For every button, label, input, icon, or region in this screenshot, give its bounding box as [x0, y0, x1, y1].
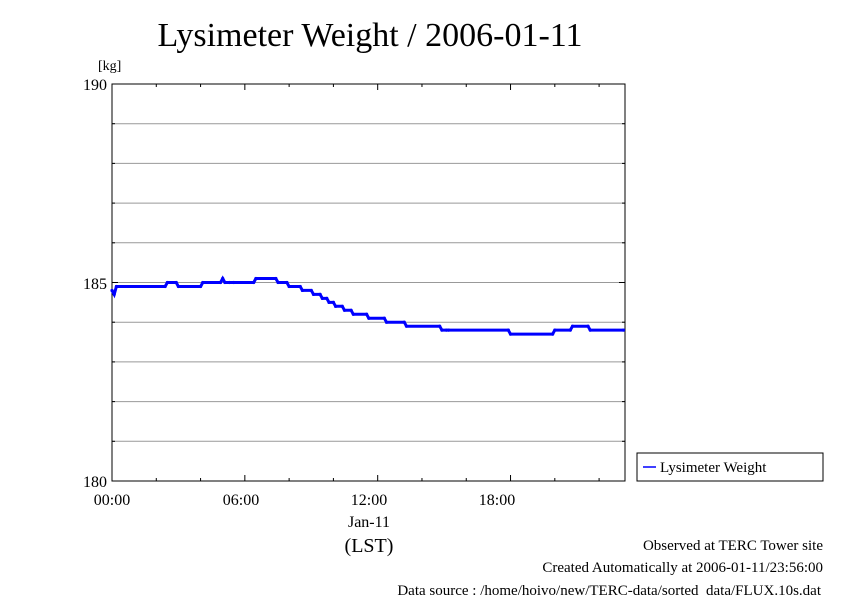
data-point: [287, 284, 291, 289]
series-markers: [110, 276, 626, 336]
data-point: [227, 280, 231, 285]
data-point: [440, 328, 444, 332]
data-point: [163, 284, 167, 289]
data-point: [325, 296, 329, 300]
legend-box: [636, 452, 824, 482]
data-point: [365, 312, 369, 316]
data-point: [221, 276, 225, 281]
data-point: [285, 280, 289, 285]
data-point: [553, 328, 557, 332]
x-tick-label-0600: 06:00: [223, 492, 259, 509]
data-point: [621, 328, 626, 332]
data-point: [252, 280, 256, 285]
footer-created-time: Created Automatically at 2006-01-11/23:5…: [542, 560, 823, 576]
data-point: [309, 288, 313, 293]
data-point: [165, 280, 169, 285]
x-tick-label-1200: 12:00: [351, 492, 387, 509]
data-point: [550, 332, 555, 336]
x-tick-label-1800: 18:00: [479, 492, 515, 509]
legend: Lysimeter Weight: [636, 452, 824, 482]
data-point: [586, 324, 590, 328]
data-point: [318, 292, 322, 297]
y-tick-label-180: 180: [83, 474, 107, 491]
tick-marks: [111, 83, 625, 482]
footer-data-source: Data source : /home/hoivo/new/TERC-data/…: [397, 583, 821, 595]
data-point: [218, 280, 223, 285]
data-point: [384, 320, 389, 324]
x-axis-label: (LST): [345, 535, 394, 557]
series-line-lysimeter-weight: [110, 275, 624, 336]
y-tick-label-190: 190: [83, 77, 107, 94]
grid: [112, 123, 625, 442]
data-point: [382, 316, 386, 320]
data-point: [298, 284, 302, 289]
data-point: [568, 328, 572, 332]
data-point: [367, 316, 371, 320]
data-point: [311, 292, 316, 297]
x-date-label: Jan-11: [348, 514, 390, 531]
data-point: [110, 288, 114, 293]
data-point: [402, 320, 406, 324]
data-point: [276, 280, 280, 285]
data-point: [114, 284, 119, 289]
data-point: [349, 308, 353, 312]
chart-title: Lysimeter Weight / 2006-01-11: [157, 17, 582, 54]
footer-observed-site: Observed at TERC Tower site: [643, 538, 823, 554]
data-point: [198, 284, 203, 289]
data-point: [232, 280, 236, 285]
data-point: [300, 288, 305, 293]
data-point: [223, 280, 227, 285]
data-point: [570, 324, 575, 328]
data-point: [176, 284, 181, 289]
legend-entry-lysimeter-weight: Lysimeter Weight: [660, 460, 767, 476]
y-axis-unit-label: [kg]: [98, 59, 121, 74]
data-point: [588, 328, 592, 332]
data-point: [320, 296, 324, 300]
data-point: [404, 324, 409, 328]
data-point: [438, 324, 442, 328]
data-point: [174, 280, 178, 285]
data-point: [201, 280, 205, 285]
data-point: [274, 276, 278, 281]
data-point: [351, 312, 355, 316]
data-point: [508, 332, 513, 336]
data-point: [444, 328, 448, 332]
data-point: [342, 308, 347, 312]
data-point: [254, 276, 258, 281]
data-point: [327, 300, 331, 304]
data-point: [334, 304, 338, 308]
data-point: [331, 300, 336, 304]
data-point: [340, 304, 344, 308]
data-point: [506, 328, 510, 332]
y-tick-label-185: 185: [83, 276, 107, 293]
data-point: [446, 328, 451, 332]
data-point: [112, 292, 116, 297]
x-tick-label-0000: 00:00: [94, 492, 130, 509]
